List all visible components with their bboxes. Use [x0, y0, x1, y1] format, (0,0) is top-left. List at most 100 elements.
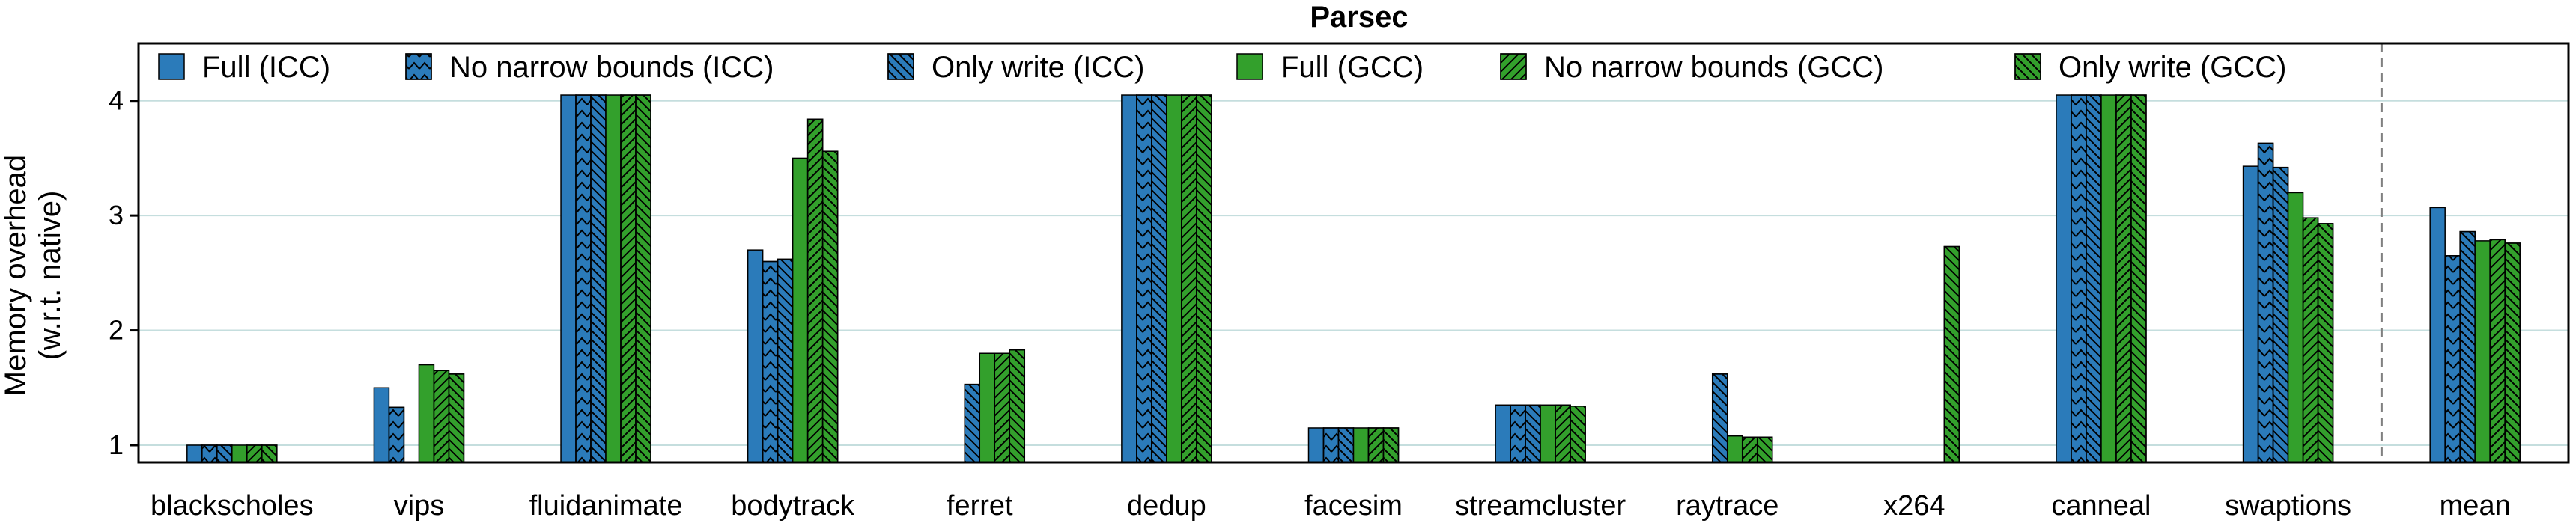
bar-vips-s4-hatch	[433, 370, 450, 463]
category-label-swaptions: swaptions	[2225, 490, 2351, 522]
category-label-blackscholes: blackscholes	[151, 490, 314, 522]
bar-canneal-s4-hatch	[2115, 94, 2132, 463]
bar-blackscholes-s5-hatch	[261, 444, 278, 463]
bar-fluidanimate-s2-hatch	[590, 94, 607, 463]
category-label-raytrace: raytrace	[1676, 490, 1778, 522]
bar-canneal-s2-hatch	[2086, 94, 2102, 463]
category-labels: blackscholes vips fluidanimate bodytrack fer…	[151, 490, 2511, 522]
bar-dedup-s5-hatch	[1196, 94, 1212, 463]
legend: Full (ICC) No narrow bounds (ICC) Only wri…	[158, 51, 2286, 84]
bar-swaptions-s5-hatch	[2317, 223, 2334, 463]
bar-bodytrack-s0	[747, 249, 764, 463]
legend-swatch-hatch-2	[887, 53, 914, 80]
bar-blackscholes-s0	[186, 444, 203, 463]
bar-fluidanimate-s0	[560, 94, 577, 463]
chart-title: Parsec	[1310, 1, 1408, 34]
category-label-vips: vips	[394, 490, 445, 522]
legend-label-4: No narrow bounds (GCC)	[1544, 51, 1884, 84]
bar-x264-s5-hatch	[1943, 245, 1960, 463]
bar-facesim-s1-hatch	[1322, 427, 1340, 463]
bar-canneal-s0	[2056, 94, 2072, 463]
bar-facesim-s4-hatch	[1367, 427, 1385, 463]
bar-facesim-s2-hatch	[1337, 427, 1355, 463]
category-label-canneal: canneal	[2051, 490, 2151, 522]
bar-mean-s2-hatch	[2459, 230, 2476, 463]
legend-swatch-hatch-4	[1500, 53, 1527, 80]
category-label-facesim: facesim	[1304, 490, 1403, 522]
bars	[186, 94, 2521, 463]
y-axis-label: Memory overhead (w.r.t. native)	[0, 155, 67, 396]
bar-swaptions-s2-hatch	[2272, 166, 2289, 463]
y-tick-label-2: 3	[109, 200, 124, 230]
category-label-ferret: ferret	[947, 490, 1013, 522]
bar-streamcluster-s5-hatch	[1570, 406, 1586, 463]
bar-mean-s0	[2429, 207, 2446, 463]
bar-dedup-s3	[1166, 94, 1182, 463]
bar-raytrace-s3	[1726, 435, 1743, 463]
bar-facesim-s5-hatch	[1382, 427, 1400, 463]
y-ticks: 1 2 3 4	[109, 85, 139, 460]
legend-swatch-hatch-5	[2014, 53, 2041, 80]
bar-ferret-s3	[979, 352, 996, 463]
bar-dedup-s0	[1121, 94, 1137, 463]
bar-facesim-s3	[1352, 427, 1370, 463]
bar-bodytrack-s5-hatch	[821, 150, 839, 463]
bar-vips-s3	[418, 364, 435, 463]
bar-canneal-s3	[2100, 94, 2117, 463]
gridlines	[139, 100, 2569, 446]
bar-bodytrack-s4-hatch	[806, 118, 824, 463]
bar-canneal-s1-hatch	[2071, 94, 2087, 463]
bar-streamcluster-s4-hatch	[1555, 404, 1571, 463]
bar-raytrace-s4-hatch	[1741, 436, 1758, 463]
legend-label-1: No narrow bounds (ICC)	[449, 51, 774, 84]
legend-label-3: Full (GCC)	[1281, 51, 1424, 84]
bar-fluidanimate-s3	[605, 94, 622, 463]
category-label-streamcluster: streamcluster	[1455, 490, 1626, 522]
bar-mean-s5-hatch	[2504, 242, 2521, 463]
y-tick-label-3: 4	[109, 85, 124, 116]
bar-raytrace-s5-hatch	[1756, 436, 1773, 463]
category-label-fluidanimate: fluidanimate	[529, 490, 683, 522]
bar-fluidanimate-s5-hatch	[635, 94, 651, 463]
category-label-bodytrack: bodytrack	[731, 490, 855, 522]
bar-streamcluster-s1-hatch	[1510, 404, 1526, 463]
plot-frame	[137, 42, 2570, 464]
legend-swatch-3	[1236, 53, 1263, 80]
bar-streamcluster-s3	[1540, 404, 1556, 463]
bar-swaptions-s0	[2242, 165, 2259, 463]
bar-raytrace-s2-hatch	[1711, 373, 1728, 463]
bar-mean-s1-hatch	[2444, 255, 2461, 463]
bar-mean-s4-hatch	[2489, 239, 2506, 463]
bar-swaptions-s3	[2287, 192, 2304, 463]
category-label-mean: mean	[2440, 490, 2511, 522]
bar-blackscholes-s1-hatch	[201, 444, 218, 463]
bar-bodytrack-s1-hatch	[762, 260, 779, 463]
bar-canneal-s5-hatch	[2130, 94, 2147, 463]
bar-dedup-s1-hatch	[1136, 94, 1152, 463]
y-axis-label-line1: Memory overhead	[0, 155, 32, 396]
legend-label-5: Only write (GCC)	[2059, 51, 2286, 84]
bar-swaptions-s4-hatch	[2302, 217, 2319, 463]
bar-ferret-s5-hatch	[1009, 349, 1026, 463]
bar-vips-s0	[373, 387, 390, 463]
bar-streamcluster-s2-hatch	[1525, 404, 1541, 463]
legend-swatch-hatch-1	[405, 53, 432, 80]
bar-mean-s3	[2474, 240, 2491, 463]
bar-dedup-s2-hatch	[1151, 94, 1167, 463]
category-label-dedup: dedup	[1127, 490, 1206, 522]
bar-blackscholes-s4-hatch	[246, 444, 263, 463]
category-label-x264: x264	[1883, 490, 1945, 522]
bar-vips-s1-hatch	[388, 406, 405, 463]
bar-vips-s5-hatch	[448, 373, 465, 463]
bar-blackscholes-s2-hatch	[216, 444, 233, 463]
bar-dedup-s4-hatch	[1181, 94, 1197, 463]
legend-label-0: Full (ICC)	[202, 51, 330, 84]
bar-streamcluster-s0	[1495, 404, 1511, 463]
bar-bodytrack-s3	[792, 157, 809, 463]
legend-label-2: Only write (ICC)	[932, 51, 1144, 84]
bar-swaptions-s1-hatch	[2257, 142, 2274, 463]
y-axis-label-line2: (w.r.t. native)	[34, 191, 67, 361]
bar-blackscholes-s3	[231, 444, 248, 463]
bar-facesim-s0	[1307, 427, 1325, 463]
